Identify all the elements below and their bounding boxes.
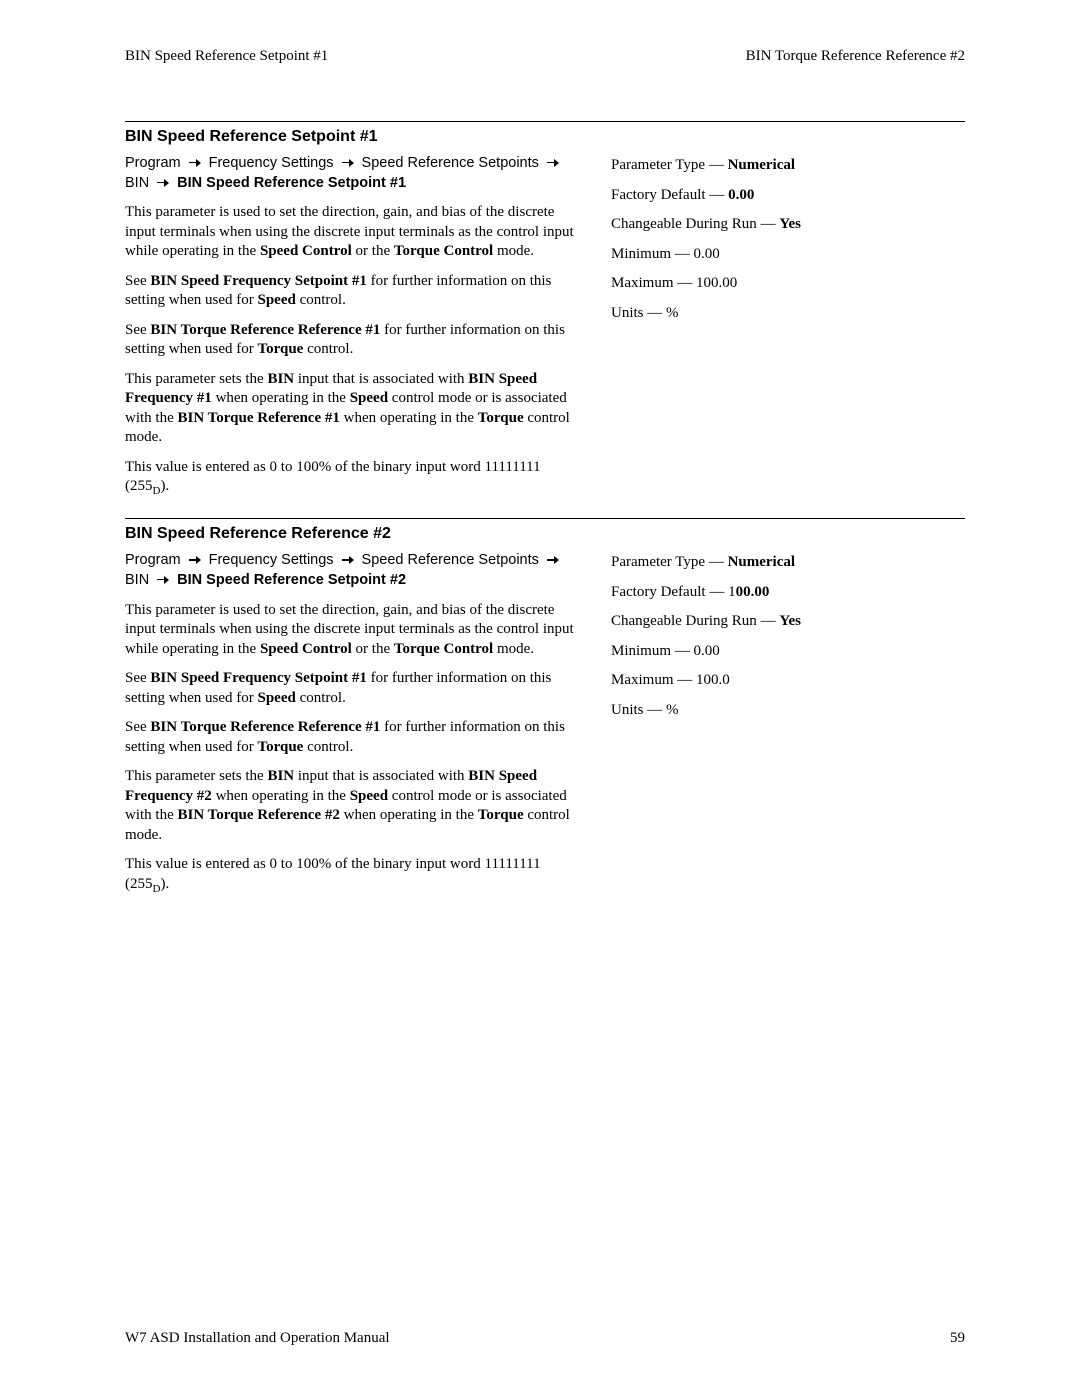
section-body: Program Frequency Settings Speed Reference… [125,551,965,905]
arrow-icon [157,576,169,584]
breadcrumb-item: Speed Reference Setpoints [362,155,539,171]
property-line: Changeable During Run — Yes [611,215,965,235]
header-left: BIN Speed Reference Setpoint #1 [125,48,328,65]
property-value: % [666,702,679,718]
property-line: Changeable During Run — Yes [611,612,965,632]
breadcrumb: Program Frequency Settings Speed Reference… [125,551,575,590]
arrow-icon [547,159,559,167]
property-line: Units — % [611,701,965,721]
breadcrumb-item: Frequency Settings [209,155,334,171]
arrow-icon [157,179,169,187]
property-label: Minimum [611,643,671,659]
property-line: Factory Default — 0.00 [611,186,965,206]
property-value: Numerical [728,157,795,173]
property-label: Parameter Type [611,157,705,173]
property-line: Units — % [611,304,965,324]
paragraph: See BIN Torque Reference Reference #1 fo… [125,321,575,360]
breadcrumb: Program Frequency Settings Speed Reference… [125,154,575,193]
section-right-column: Parameter Type — Numerical Factory Defaul… [611,551,965,905]
section-left-column: Program Frequency Settings Speed Reference… [125,551,575,905]
property-line: Factory Default — 100.00 [611,583,965,603]
property-value: Yes [779,216,801,232]
breadcrumb-item: Speed Reference Setpoints [362,552,539,568]
property-value: 100.00 [696,275,737,291]
breadcrumb-item: Frequency Settings [209,552,334,568]
property-line: Parameter Type — Numerical [611,553,965,573]
property-value: 0.00 [694,246,720,262]
section-title: BIN Speed Reference Reference #2 [125,525,965,543]
property-label: Changeable During Run [611,216,757,232]
paragraph: See BIN Torque Reference Reference #1 fo… [125,718,575,757]
section-left-column: Program Frequency Settings Speed Reference… [125,154,575,508]
breadcrumb-item: BIN [125,572,149,588]
arrow-icon [547,556,559,564]
breadcrumb-current: BIN Speed Reference Setpoint #1 [177,175,406,191]
parameter-section: BIN Speed Reference Reference #2 Program F… [125,518,965,905]
paragraph: This value is entered as 0 to 100% of th… [125,855,575,896]
footer-page-number: 59 [950,1330,965,1347]
header-right: BIN Torque Reference Reference #2 [746,48,965,65]
section-right-column: Parameter Type — Numerical Factory Defaul… [611,154,965,508]
property-label: Parameter Type [611,554,705,570]
property-line: Minimum — 0.00 [611,642,965,662]
property-value: 0.00 [694,643,720,659]
section-title: BIN Speed Reference Setpoint #1 [125,128,965,146]
sections-container: BIN Speed Reference Setpoint #1 Program Fr… [125,121,965,906]
breadcrumb-item: BIN [125,175,149,191]
property-label: Factory Default [611,187,706,203]
property-label: Units [611,702,644,718]
property-value: Numerical [728,554,795,570]
paragraph: See BIN Speed Frequency Setpoint #1 for … [125,669,575,708]
property-value: % [666,305,679,321]
paragraph: See BIN Speed Frequency Setpoint #1 for … [125,272,575,311]
paragraph: This parameter is used to set the direct… [125,203,575,262]
property-value: 0.00 [728,187,754,203]
paragraph: This parameter is used to set the direct… [125,601,575,660]
breadcrumb-current: BIN Speed Reference Setpoint #2 [177,572,406,588]
property-line: Parameter Type — Numerical [611,156,965,176]
property-value: 100.00 [728,584,769,600]
property-label: Units [611,305,644,321]
paragraph: This value is entered as 0 to 100% of th… [125,458,575,499]
property-label: Changeable During Run [611,613,757,629]
property-label: Maximum [611,275,674,291]
page-footer: W7 ASD Installation and Operation Manual… [125,1330,965,1347]
arrow-icon [342,556,354,564]
arrow-icon [189,159,201,167]
paragraph: This parameter sets the BIN input that i… [125,767,575,845]
property-label: Minimum [611,246,671,262]
breadcrumb-item: Program [125,552,181,568]
section-body: Program Frequency Settings Speed Reference… [125,154,965,508]
property-label: Factory Default [611,584,706,600]
parameter-section: BIN Speed Reference Setpoint #1 Program Fr… [125,121,965,508]
property-value: 100.0 [696,672,730,688]
breadcrumb-item: Program [125,155,181,171]
property-line: Maximum — 100.00 [611,274,965,294]
arrow-icon [342,159,354,167]
footer-left: W7 ASD Installation and Operation Manual [125,1330,390,1347]
property-value: Yes [779,613,801,629]
arrow-icon [189,556,201,564]
property-line: Maximum — 100.0 [611,671,965,691]
property-label: Maximum [611,672,674,688]
property-line: Minimum — 0.00 [611,245,965,265]
page-header: BIN Speed Reference Setpoint #1 BIN Torq… [125,48,965,65]
paragraph: This parameter sets the BIN input that i… [125,370,575,448]
